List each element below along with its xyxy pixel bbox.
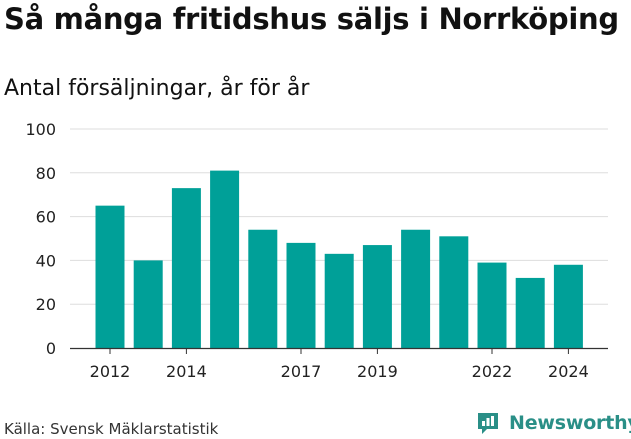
bar-2024	[553, 264, 583, 348]
tick-labels: 0 20 40 60 80 100 2012 2014 2017 2019 2022 2024	[25, 120, 588, 381]
y-tick-label: 40	[36, 251, 56, 270]
bar-2012	[95, 205, 125, 348]
bar-2023	[515, 277, 545, 348]
bar-2021	[439, 236, 469, 348]
bar-chart: 0 20 40 60 80 100 2012 2014 2017 2019 2022 2024	[25, 120, 608, 381]
y-tick-label: 80	[36, 164, 56, 183]
bar-2017	[286, 242, 316, 348]
source-note: Källa: Svensk Mäklarstatistik	[4, 420, 219, 438]
y-tick-label: 20	[36, 295, 56, 314]
axes	[70, 347, 608, 354]
bar-2018	[324, 253, 354, 348]
bar-2020	[401, 229, 431, 348]
x-tick-label: 2019	[357, 362, 398, 381]
chart-title: Så många fritidshus säljs i Norrköping	[4, 2, 619, 36]
y-tick-label: 0	[46, 339, 56, 358]
y-tick-label: 100	[25, 120, 56, 139]
newsworthy-logo-icon	[478, 413, 498, 434]
x-tick-label: 2012	[90, 362, 131, 381]
chart-subtitle: Antal försäljningar, år för år	[4, 76, 310, 101]
x-tick-label: 2022	[472, 362, 513, 381]
brand-logo[interactable]: Newsworthy	[475, 410, 631, 436]
bar-2014	[171, 188, 201, 348]
bar-2015	[210, 170, 240, 348]
bar-2019	[362, 245, 392, 348]
bars	[95, 170, 583, 348]
y-tick-label: 60	[36, 208, 56, 227]
x-tick-label: 2014	[166, 362, 207, 381]
brand-name: Newsworthy	[509, 412, 631, 434]
x-tick-label: 2024	[548, 362, 589, 381]
bar-2013	[133, 260, 163, 348]
bar-2022	[477, 262, 507, 348]
x-tick-label: 2017	[281, 362, 322, 381]
bar-2016	[248, 229, 278, 348]
